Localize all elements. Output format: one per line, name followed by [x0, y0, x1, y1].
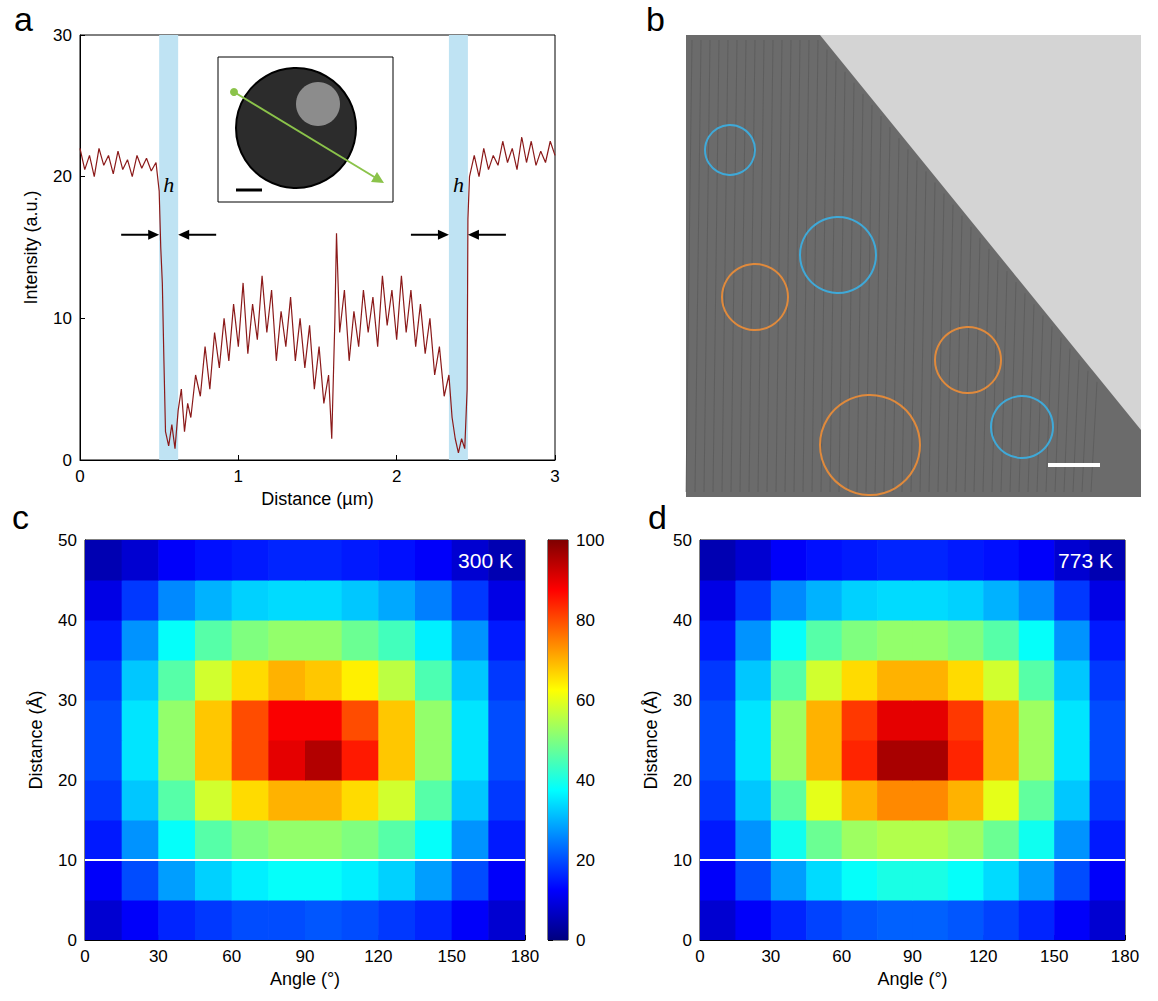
svg-text:30: 30	[58, 691, 77, 710]
svg-text:20: 20	[673, 771, 692, 790]
svg-text:40: 40	[58, 611, 77, 630]
svg-text:20: 20	[53, 167, 72, 186]
svg-text:60: 60	[222, 947, 241, 966]
svg-text:a: a	[14, 0, 33, 38]
svg-text:300 K: 300 K	[458, 549, 513, 572]
svg-text:180: 180	[1111, 947, 1139, 966]
svg-text:0: 0	[683, 931, 692, 950]
svg-text:60: 60	[832, 947, 851, 966]
svg-text:3: 3	[550, 467, 559, 486]
svg-text:10: 10	[58, 851, 77, 870]
svg-text:10: 10	[53, 309, 72, 328]
svg-text:2: 2	[392, 467, 401, 486]
svg-text:100: 100	[576, 531, 604, 550]
svg-text:h: h	[163, 172, 174, 197]
svg-text:150: 150	[437, 947, 465, 966]
svg-text:d: d	[648, 498, 667, 536]
svg-text:30: 30	[53, 26, 72, 45]
svg-text:0: 0	[80, 947, 89, 966]
svg-text:Angle (°): Angle (°)	[877, 969, 947, 989]
svg-text:h: h	[453, 172, 464, 197]
svg-text:b: b	[646, 0, 665, 38]
svg-text:0: 0	[695, 947, 704, 966]
svg-text:10: 10	[673, 851, 692, 870]
svg-text:0: 0	[68, 931, 77, 950]
svg-text:50: 50	[58, 531, 77, 550]
svg-text:0: 0	[63, 451, 72, 470]
svg-text:80: 80	[576, 611, 595, 630]
svg-text:180: 180	[511, 947, 539, 966]
svg-text:Intensity (a.u.): Intensity (a.u.)	[21, 190, 41, 304]
svg-text:120: 120	[364, 947, 392, 966]
svg-text:c: c	[12, 498, 29, 536]
svg-text:773 K: 773 K	[1058, 549, 1113, 572]
svg-text:30: 30	[149, 947, 168, 966]
svg-text:60: 60	[576, 691, 595, 710]
svg-text:Distance (Å): Distance (Å)	[641, 690, 661, 789]
svg-text:40: 40	[576, 771, 595, 790]
svg-text:40: 40	[673, 611, 692, 630]
svg-text:150: 150	[1040, 947, 1068, 966]
svg-text:Angle (°): Angle (°)	[270, 969, 340, 989]
svg-text:20: 20	[576, 851, 595, 870]
svg-text:30: 30	[761, 947, 780, 966]
svg-text:Distance (µm): Distance (µm)	[261, 489, 373, 509]
svg-text:50: 50	[673, 531, 692, 550]
svg-text:90: 90	[296, 947, 315, 966]
svg-text:0: 0	[75, 467, 84, 486]
svg-text:Distance (Å): Distance (Å)	[26, 690, 46, 789]
svg-text:30: 30	[673, 691, 692, 710]
svg-text:20: 20	[58, 771, 77, 790]
svg-text:120: 120	[969, 947, 997, 966]
svg-text:90: 90	[903, 947, 922, 966]
svg-text:0: 0	[576, 931, 585, 950]
svg-text:1: 1	[234, 467, 243, 486]
